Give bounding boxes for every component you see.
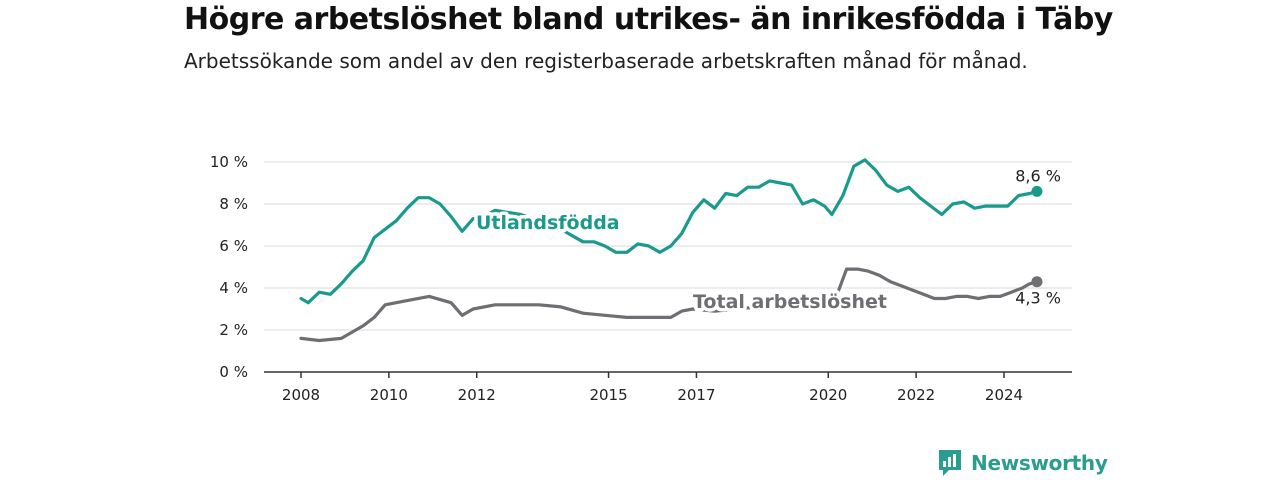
newsworthy-chart-icon: [939, 450, 961, 476]
end-value-total: 4,3 %: [1015, 289, 1061, 308]
y-tick-label: 0 %: [219, 363, 248, 381]
series-label-utlandsfodda: Utlandsfödda: [476, 212, 620, 234]
x-tick-label: 2024: [985, 386, 1023, 404]
x-tick-label: 2017: [677, 386, 715, 404]
y-tick-label: 2 %: [219, 321, 248, 339]
newsworthy-logo[interactable]: Newsworthy: [937, 448, 1108, 478]
logo-text: Newsworthy: [971, 451, 1108, 475]
series-lines: [299, 158, 1043, 343]
x-axis: 2008 2010 2012 2015 2017 2020 2022 2024: [264, 371, 1072, 404]
series-end-point-0: [1031, 185, 1043, 197]
series-line-0: [299, 158, 1039, 305]
series-label-total: Total arbetslöshet: [693, 291, 887, 313]
chart-title: Högre arbetslöshet bland utrikes- än inr…: [184, 2, 1113, 37]
x-tick-label: 2015: [589, 386, 627, 404]
x-tick-label: 2020: [809, 386, 847, 404]
series-label-total-halo: Total arbetslöshet: [693, 291, 887, 313]
x-tick-label: 2012: [458, 386, 496, 404]
end-value-utlandsfodda: 8,6 %: [1015, 166, 1061, 185]
y-tick-label: 8 %: [219, 195, 248, 213]
series-line-1: [299, 267, 1039, 343]
series-end-point-1: [1031, 276, 1043, 288]
series-label-utlandsfodda-halo: Utlandsfödda: [476, 212, 620, 234]
y-tick-label: 6 %: [219, 237, 248, 255]
y-axis-ticks: 0 % 2 % 4 % 6 % 8 % 10 %: [210, 153, 248, 381]
x-tick-label: 2010: [370, 386, 408, 404]
y-tick-label: 10 %: [210, 153, 248, 171]
x-tick-label: 2008: [282, 386, 320, 404]
x-tick-label: 2022: [897, 386, 935, 404]
y-tick-label: 4 %: [219, 279, 248, 297]
chart-subtitle: Arbetssökande som andel av den registerb…: [184, 49, 1028, 73]
